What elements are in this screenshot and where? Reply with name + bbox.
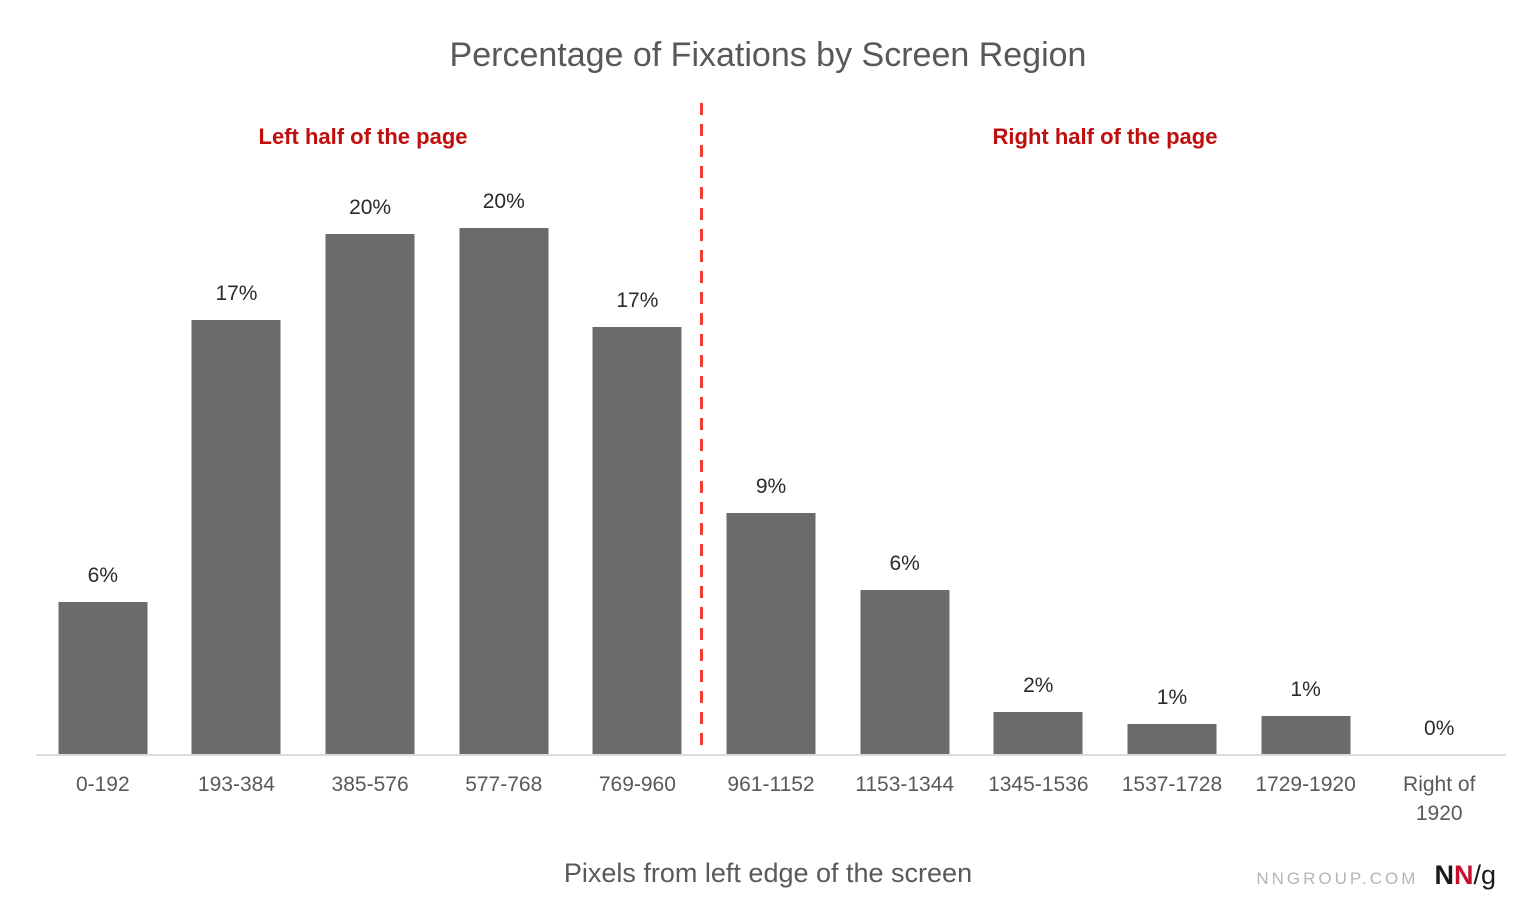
category-label: 1345-1536 <box>988 773 1089 796</box>
category-label: 0-192 <box>75 773 130 796</box>
bar-slot-193-384: 17% 193-384 <box>170 0 304 796</box>
category-label: 769-960 <box>598 773 676 796</box>
category-label: 385-576 <box>331 773 409 796</box>
nng-logo-slash: / <box>1473 860 1481 890</box>
x-axis-title: Pixels from left edge of the screen <box>563 858 973 888</box>
category-label: 1537-1728 <box>1121 773 1223 796</box>
annotation-left-half: Left half of the page <box>258 124 468 149</box>
bar-1153-1344 <box>860 590 950 755</box>
bar-value-label: 17% <box>616 289 659 312</box>
bar-961-1152 <box>726 513 816 755</box>
footer-site-text: NNGROUP.COM <box>1256 869 1419 888</box>
footer: NNGROUP.COM NN/g <box>1256 860 1496 891</box>
category-label: Right of 1920 <box>1403 773 1476 826</box>
bar-1729-1920 <box>1261 716 1351 755</box>
category-label: 193-384 <box>197 773 275 796</box>
half-divider-dashed-line <box>700 103 703 755</box>
bar-value-label: 17% <box>215 282 258 305</box>
bar-slot-385-576: 20% 385-576 <box>303 0 437 796</box>
bar-value-label: 20% <box>349 196 392 219</box>
bar-slot-1537-1728: 1% 1537-1728 <box>1105 0 1239 796</box>
bar-1345-1536 <box>993 712 1083 755</box>
bar-1537-1728 <box>1127 724 1217 755</box>
bar-577-768 <box>459 228 549 755</box>
bar-value-label: 20% <box>482 190 525 213</box>
bar-slot-1153-1344: 6% 1153-1344 <box>838 0 972 796</box>
nng-logo-n2: N <box>1453 860 1474 890</box>
bar-769-960 <box>592 327 682 755</box>
bar-value-label: 0% <box>1424 717 1455 740</box>
category-label: 1153-1344 <box>855 773 955 796</box>
bar-193-384 <box>191 320 281 755</box>
bar-slot-769-960: 17% 769-960 <box>571 0 705 796</box>
annotation-right-half: Right half of the page <box>992 124 1218 149</box>
bar-value-label: 6% <box>87 564 118 587</box>
bar-0-192 <box>58 602 148 755</box>
bar-slot-1729-1920: 1% 1729-1920 <box>1239 0 1373 796</box>
bar-slot-Right of 1920: 0% Right of 1920 <box>1372 0 1506 825</box>
bar-value-label: 1% <box>1156 686 1188 709</box>
category-label: 577-768 <box>465 773 543 796</box>
x-axis-line <box>36 754 1506 756</box>
category-label: 1729-1920 <box>1255 773 1356 796</box>
bar-series: 6% 0-192 17% 193-384 20% 385-576 20% 577-768 17%… <box>36 0 1506 825</box>
bar-slot-1345-1536: 2% 1345-1536 <box>971 0 1105 796</box>
nng-logo: NN/g <box>1434 860 1496 891</box>
nng-logo-g: g <box>1480 860 1496 890</box>
bar-value-label: 9% <box>755 475 787 498</box>
chart-title: Percentage of Fixations by Screen Region <box>449 36 1087 74</box>
bar-slot-961-1152: 9% 961-1152 <box>704 0 838 796</box>
nng-logo-n1: N <box>1434 860 1454 890</box>
bar-value-label: 1% <box>1290 678 1321 701</box>
bar-value-label: 6% <box>889 552 920 575</box>
bar-value-label: 2% <box>1023 674 1054 697</box>
bar-385-576 <box>325 234 415 755</box>
category-label: 961-1152 <box>727 773 815 796</box>
bar-slot-0-192: 6% 0-192 <box>36 0 170 796</box>
bar-slot-577-768: 20% 577-768 <box>437 0 571 796</box>
